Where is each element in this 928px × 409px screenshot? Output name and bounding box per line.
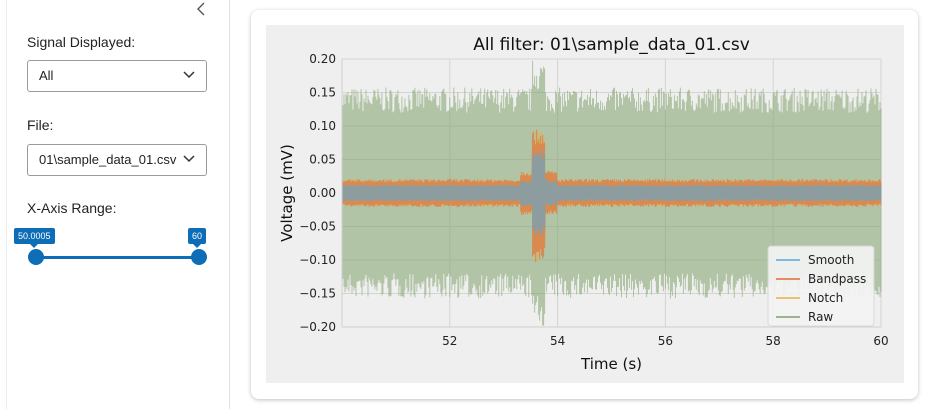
x-tick-label: 58 [766, 334, 781, 348]
slider-max-handle[interactable] [191, 249, 207, 265]
y-tick-label: −0.10 [299, 253, 336, 267]
y-tick-label: 0.15 [309, 86, 336, 100]
y-tick-label: −0.20 [299, 320, 336, 334]
x-tick-label: 54 [550, 334, 565, 348]
chevron-down-icon [183, 155, 195, 163]
x-axis-label: Time (s) [580, 355, 642, 373]
slider-max-tooltip: 60 [188, 228, 207, 248]
y-tick-label: 0.00 [309, 186, 336, 200]
x-tick-label: 52 [442, 334, 457, 348]
legend-label-notch: Notch [808, 291, 843, 305]
file-label: File: [27, 117, 54, 133]
chevron-down-icon [183, 71, 195, 79]
chart-card: 52 54 56 58 60 0.20 0.15 0.10 0.05 0.00 −0.05 −0.10… [251, 10, 918, 399]
legend-label-raw: Raw [808, 310, 833, 324]
file-select[interactable]: 01\sample_data_01.csv [27, 144, 207, 176]
voltage-chart: 52 54 56 58 60 0.20 0.15 0.10 0.05 0.00 −0.05 −0.10… [266, 25, 904, 383]
slider-track[interactable] [36, 256, 199, 259]
x-axis-range-slider[interactable]: 50.0005 60 [14, 224, 224, 274]
x-tick-label: 60 [873, 334, 888, 348]
y-tick-label: 0.20 [309, 52, 336, 66]
y-axis-label: Voltage (mV) [278, 144, 296, 242]
y-tick-label: 0.05 [309, 153, 336, 167]
chevron-left-icon[interactable] [192, 2, 210, 20]
file-value: 01\sample_data_01.csv [39, 152, 177, 167]
slider-min-handle[interactable] [28, 249, 44, 265]
legend-label-bandpass: Bandpass [808, 272, 866, 286]
sidebar-edge [6, 0, 7, 409]
x-tick-label: 56 [658, 334, 673, 348]
slider-min-tooltip: 50.0005 [14, 228, 55, 248]
chart-title: All filter: 01\sample_data_01.csv [473, 35, 750, 55]
legend-label-smooth: Smooth [808, 253, 854, 267]
legend-box [767, 245, 875, 327]
sidebar: Signal Displayed: All File: 01\sample_da… [0, 0, 230, 409]
y-tick-label: 0.10 [309, 119, 336, 133]
signal-displayed-select[interactable]: All [27, 60, 207, 92]
signal-displayed-value: All [39, 68, 54, 83]
x-axis-range-label: X-Axis Range: [27, 200, 117, 216]
y-tick-label: −0.05 [299, 220, 336, 234]
signal-displayed-label: Signal Displayed: [27, 34, 136, 50]
y-tick-label: −0.15 [299, 287, 336, 301]
series-smooth [341, 151, 882, 236]
